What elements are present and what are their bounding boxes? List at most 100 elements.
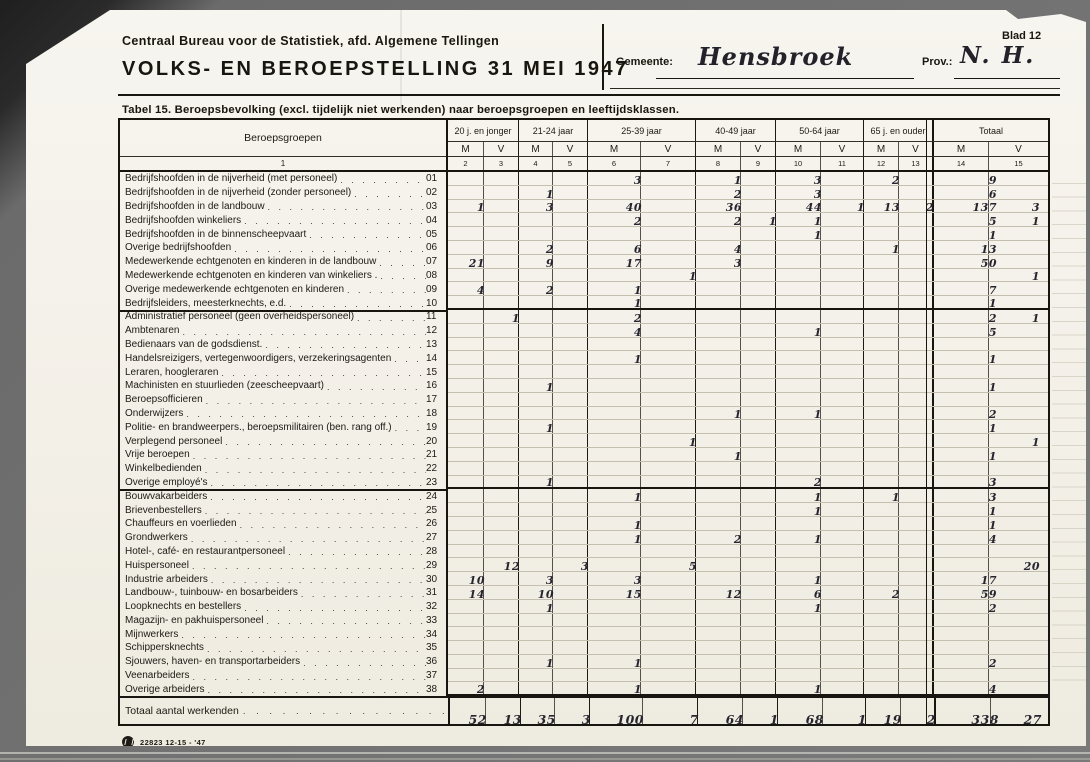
age-group-4: 40-49 jaar: [695, 120, 775, 141]
cell-v_totaal: 1: [988, 213, 1048, 227]
cell-v_50_64: [820, 337, 863, 351]
cell-v_21_24: [552, 282, 587, 296]
cell-m_65_en_ouder: [863, 461, 898, 475]
row-label: Bedrijfshoofden in de binnenscheepvaart: [125, 228, 307, 240]
age-group-7: Totaal: [932, 120, 1048, 141]
organization-line: Centraal Bureau voor de Statistiek, afd.…: [122, 34, 500, 48]
cell-m_40_49: 2: [695, 213, 741, 227]
cell-m_65_en_ouder: [863, 503, 898, 516]
dot-leader: . . . . . . . . . . . . . . . . . . . . …: [210, 478, 427, 489]
gemeente-label: Gemeente:: [616, 56, 673, 68]
cell-v_totaal: [988, 392, 1048, 406]
cell-m_50_64: 1: [775, 489, 821, 503]
cell-m_40_49: [695, 392, 740, 406]
cell-m_25_39: 1: [587, 516, 641, 531]
cell-m_65_en_ouder: [863, 282, 898, 296]
cell-v_65_en_ouder: [898, 227, 932, 240]
cell-m_20j_en_jonger: [448, 462, 483, 475]
cell-m_21_24: 1: [518, 185, 553, 200]
cell-v_65_en_ouder: [898, 489, 932, 503]
cell-m_25_39: 3: [587, 172, 641, 186]
handwritten-value: 2: [633, 311, 642, 325]
cell-m_totaal: 1: [932, 351, 996, 365]
cell-m_21_24: [518, 227, 552, 240]
cell-m_40_49: 1: [695, 172, 741, 186]
cell-m_totaal: 1: [932, 516, 996, 531]
cell-v_21_24: [552, 599, 587, 613]
cell-m_21_24: [518, 447, 552, 461]
row-label-cell: Bedrijfshoofden in de binnenscheepvaart.…: [120, 227, 448, 241]
handwritten-value: 3: [733, 256, 742, 270]
cell-m_totaal: 1: [932, 227, 996, 241]
handwritten-value: 3: [988, 476, 997, 490]
total-m_21_24: 35: [520, 698, 555, 726]
cell-v_50_64: [820, 682, 863, 695]
cell-v_65_en_ouder: [898, 420, 932, 434]
cell-m_21_24: [518, 503, 552, 516]
cell-m_totaal: 7: [932, 282, 996, 296]
cell-v_65_en_ouder: [898, 503, 932, 516]
row-number: 37: [426, 670, 438, 682]
row-label: Overige medewerkende echtgenoten en kind…: [125, 283, 345, 295]
handwritten-value: 13: [883, 201, 900, 215]
row-label: Medewerkende echtgenoten en kinderen in …: [125, 256, 377, 268]
cell-v_65_en_ouder: [898, 558, 932, 572]
cell-m_20j_en_jonger: 21: [448, 255, 485, 269]
province-handwritten-value: N. H.: [960, 42, 1036, 69]
cell-v_totaal: [988, 296, 1048, 308]
table-row: Overige arbeiders. . . . . . . . . . . .…: [120, 682, 1048, 697]
cell-v_21_24: [552, 213, 587, 227]
cell-v_totaal: [988, 627, 1048, 641]
cell-v_20j_en_jonger: [483, 654, 518, 668]
cell-m_20j_en_jonger: [448, 379, 483, 392]
cell-v_totaal: [988, 530, 1048, 544]
cell-m_25_39: [587, 544, 640, 558]
row-label-cell: Bedrijfshoofden in de nijverheid (met pe…: [120, 172, 448, 186]
cell-m_20j_en_jonger: 14: [448, 586, 485, 600]
cell-v_65_en_ouder: [898, 572, 932, 585]
row-cells: 2 2 1 1 5 1: [448, 213, 1048, 228]
row-number: 38: [426, 683, 438, 695]
cell-m_25_39: [587, 227, 640, 240]
cell-m_21_24: [518, 434, 552, 447]
cell-v_50_64: [820, 599, 863, 613]
cell-m_40_49: [695, 641, 740, 654]
cell-m_65_en_ouder: [863, 420, 898, 434]
cell-m_65_en_ouder: [863, 434, 898, 447]
handwritten-value: 1: [545, 601, 554, 615]
cell-v_25_39: [640, 447, 695, 461]
cell-v_25_39: [640, 475, 695, 488]
dot-leader: . . . . . . . . . . . . . . . . . . . . …: [244, 602, 426, 613]
handwritten-value: 6: [813, 587, 822, 601]
cell-v_40_49: [740, 240, 775, 254]
cell-m_40_49: [695, 434, 740, 447]
cell-v_20j_en_jonger: [483, 599, 518, 613]
table-row: Bedrijfsleiders, meesterknechts, e.d.. .…: [120, 296, 1048, 310]
cell-v_21_24: [552, 268, 587, 282]
cell-m_65_en_ouder: [863, 572, 898, 585]
row-label-cell: Bedrijfshoofden in de nijverheid (zonder…: [120, 185, 448, 200]
cell-v_50_64: [820, 461, 863, 475]
cell-m_totaal: 1: [932, 447, 996, 462]
cell-v_20j_en_jonger: [483, 337, 518, 351]
cell-m_65_en_ouder: [863, 309, 898, 323]
cell-v_65_en_ouder: [898, 392, 932, 406]
cell-v_65_en_ouder: [898, 323, 932, 337]
handwritten-value: 1: [633, 656, 642, 670]
cell-v_20j_en_jonger: [483, 268, 518, 282]
row-label-cell: Verplegend personeel. . . . . . . . . . …: [120, 434, 448, 448]
dot-leader: . . . . . . . . . . . . . . . . . . . . …: [265, 340, 426, 351]
cell-v_21_24: [552, 378, 587, 392]
cell-m_25_39: 1: [587, 682, 641, 695]
handwritten-total: 52: [468, 712, 487, 728]
cell-v_totaal: 1: [988, 309, 1048, 324]
cell-v_25_39: [640, 365, 695, 378]
cell-m_40_49: [695, 489, 740, 503]
cell-m_25_39: 2: [587, 213, 641, 227]
cell-v_50_64: [820, 351, 863, 365]
row-number: 22: [426, 463, 438, 475]
handwritten-value: 2: [891, 173, 900, 187]
row-number: 34: [426, 628, 438, 640]
cell-m_totaal: 2: [932, 406, 996, 420]
dot-leader: . . . . . . . . . . . . . . . . . . . . …: [266, 616, 426, 627]
